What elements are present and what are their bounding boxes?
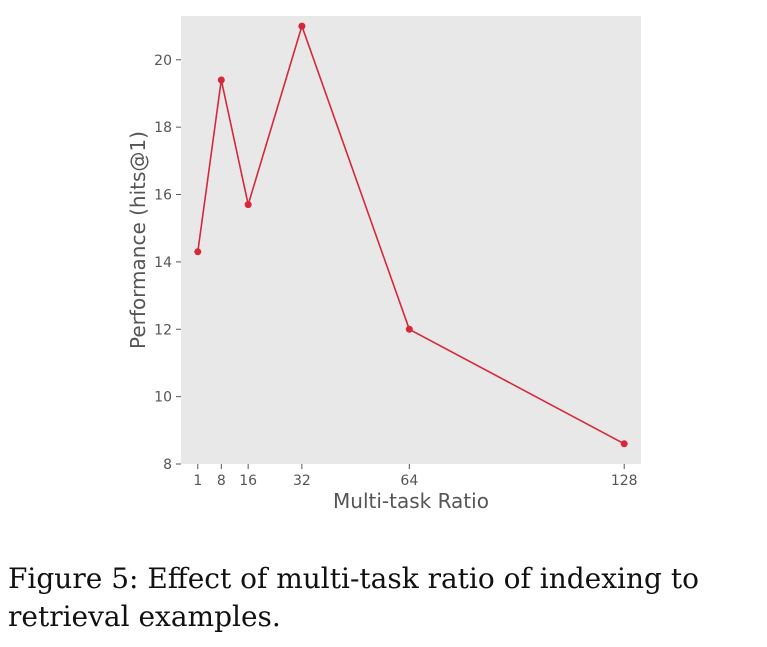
x-tick-label: 16 — [239, 473, 257, 489]
y-axis: 8 10 12 14 16 18 20 — [154, 53, 181, 473]
y-tick-label: 12 — [154, 322, 172, 338]
plot-area — [181, 16, 641, 464]
y-tick-label: 10 — [154, 390, 172, 406]
data-point — [405, 325, 413, 333]
x-tick-label: 8 — [217, 473, 226, 489]
x-tick-label: 64 — [400, 473, 418, 489]
x-tick-label: 128 — [611, 473, 638, 489]
x-axis: 1 8 16 32 64 128 — [193, 464, 638, 489]
caption-label: Figure 5: — [8, 562, 139, 595]
data-point — [217, 76, 225, 84]
y-tick-label: 20 — [154, 53, 172, 69]
series-markers — [194, 22, 628, 448]
data-point — [244, 201, 252, 209]
data-point — [194, 248, 202, 256]
y-axis-label: Performance (hits@1) — [126, 131, 150, 349]
x-tick-label: 1 — [193, 473, 202, 489]
x-axis-label: Multi-task Ratio — [333, 489, 489, 513]
x-tick-label: 32 — [293, 473, 311, 489]
data-point — [620, 440, 628, 448]
y-tick-label: 16 — [154, 188, 172, 204]
data-point — [298, 22, 306, 30]
series-line — [197, 23, 625, 445]
caption-text: Effect of multi-task ratio of indexing t… — [8, 562, 699, 633]
figure-caption: Figure 5: Effect of multi-task ratio of … — [8, 560, 763, 636]
y-tick-label: 8 — [163, 457, 172, 473]
y-tick-label: 18 — [154, 120, 172, 136]
y-tick-label: 14 — [154, 255, 172, 271]
